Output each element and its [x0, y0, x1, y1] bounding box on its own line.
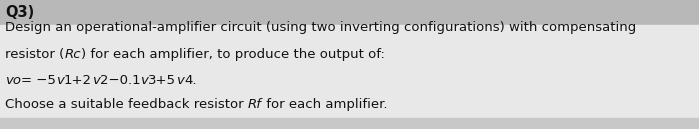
Text: = −5: = −5 [21, 74, 56, 87]
Text: Rc: Rc [64, 48, 80, 61]
Text: 2−0.1: 2−0.1 [99, 74, 140, 87]
Text: vo: vo [5, 74, 21, 87]
Text: 1+2: 1+2 [64, 74, 92, 87]
Text: Rf: Rf [247, 98, 261, 111]
Text: v: v [140, 74, 148, 87]
Bar [0, 118, 699, 129]
Text: for each amplifier.: for each amplifier. [261, 98, 387, 111]
Text: 4.: 4. [184, 74, 196, 87]
Text: v: v [176, 74, 184, 87]
Text: 3+5: 3+5 [148, 74, 176, 87]
Text: v: v [56, 74, 64, 87]
Text: v: v [92, 74, 99, 87]
Text: Design an operational-amplifier circuit (using two inverting configurations) wit: Design an operational-amplifier circuit … [5, 21, 636, 34]
Text: resistor (: resistor ( [5, 48, 64, 61]
Bar [0, 25, 699, 118]
Bar [0, 0, 699, 25]
Text: Choose a suitable feedback resistor: Choose a suitable feedback resistor [5, 98, 247, 111]
Text: Q3): Q3) [5, 5, 34, 20]
Text: ) for each amplifier, to produce the output of:: ) for each amplifier, to produce the out… [80, 48, 384, 61]
